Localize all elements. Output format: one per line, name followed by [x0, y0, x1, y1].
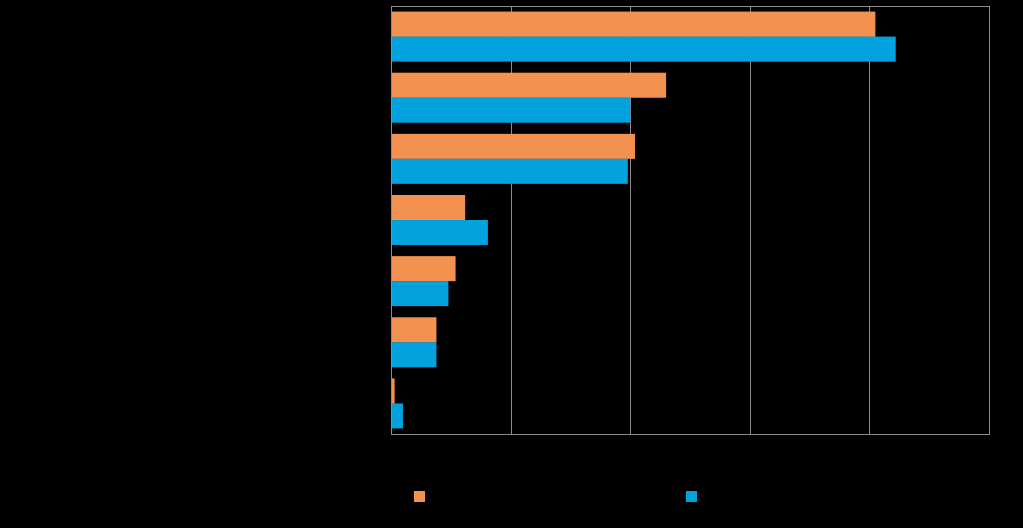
bar-series2-category1 [391, 36, 896, 62]
bar-series2-category3 [391, 158, 628, 184]
bar-series1-category7 [391, 378, 395, 404]
grid-layer [511, 6, 870, 434]
bar-series1-category2 [391, 72, 667, 98]
legend-swatch-series2 [686, 491, 697, 502]
bar-series2-category6 [391, 342, 437, 368]
bars-layer [391, 11, 896, 429]
bar-series2-category2 [391, 97, 631, 123]
plot-frame [391, 6, 990, 435]
bar-series2-category5 [391, 281, 449, 307]
bar-series1-category5 [391, 256, 456, 282]
legend-swatch-series1 [414, 491, 425, 502]
bar-series2-category7 [391, 403, 403, 429]
bar-series1-category4 [391, 195, 466, 220]
axis-layer [391, 6, 990, 435]
bar-series2-category4 [391, 220, 488, 245]
bar-series1-category6 [391, 317, 437, 343]
legend [414, 491, 697, 502]
bar-series1-category1 [391, 11, 876, 37]
bar-series1-category3 [391, 133, 635, 159]
